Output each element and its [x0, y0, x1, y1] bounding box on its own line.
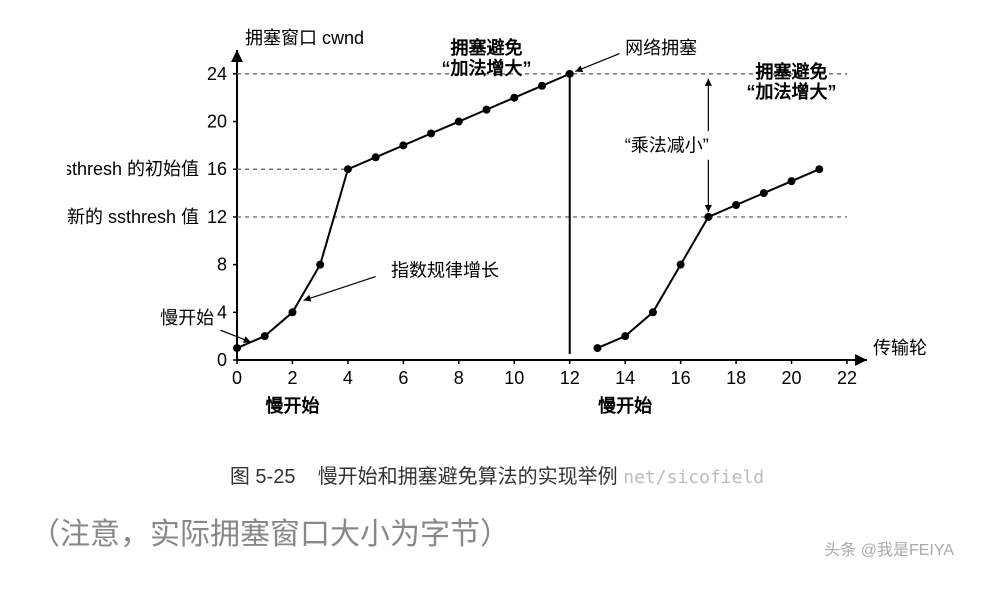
x-tick-label: 6	[398, 368, 408, 388]
x-tick-label: 0	[232, 368, 242, 388]
watermark-text: net/sicofield	[623, 467, 764, 488]
y-axis-label: 拥塞窗口 cwnd	[245, 28, 364, 48]
y-tick-label: 0	[217, 350, 227, 370]
ann-exp-growth: 指数规律增长	[391, 261, 499, 281]
y-tick-label: 20	[207, 112, 227, 132]
data-point	[815, 165, 823, 173]
ann-net-cong: 网络拥塞	[625, 38, 697, 58]
data-point	[704, 213, 712, 221]
data-point	[621, 332, 629, 340]
ann-cong-avoid-1b: “加法增大”	[442, 57, 532, 78]
data-point	[760, 189, 768, 197]
x-tick-label: 18	[726, 368, 746, 388]
chart-svg: 04812新的 ssthresh 值16ssthresh 的初始值2024024…	[67, 20, 927, 440]
data-point	[483, 106, 491, 114]
data-point	[399, 141, 407, 149]
y-tick-label: 8	[217, 255, 227, 275]
x-tick-label: 10	[504, 368, 524, 388]
data-point	[732, 201, 740, 209]
data-point	[316, 261, 324, 269]
y-tick-special-label: ssthresh 的初始值	[67, 159, 199, 179]
x-tick-label: 4	[343, 368, 353, 388]
data-point	[593, 344, 601, 352]
caption-prefix: 图 5-25	[230, 466, 296, 488]
caption-text: 慢开始和拥塞避免算法的实现举例	[318, 466, 618, 488]
ann-slow-start: 慢开始	[160, 308, 214, 328]
y-tick-label: 12	[207, 207, 227, 227]
credit-text: 头条 @我是FEIYA	[824, 536, 954, 560]
data-point	[510, 94, 518, 102]
ann-mult-dec: “乘法减小”	[625, 135, 709, 155]
data-point	[677, 261, 685, 269]
data-point	[261, 332, 269, 340]
ann-cong-avoid-1a: 拥塞避免	[451, 37, 523, 58]
data-point	[427, 129, 435, 137]
x-tick-label: 2	[287, 368, 297, 388]
phase-label: 慢开始	[265, 395, 319, 416]
y-tick-label: 16	[207, 159, 227, 179]
x-tick-label: 20	[782, 368, 802, 388]
x-tick-label: 14	[615, 368, 635, 388]
y-tick-label: 4	[217, 302, 227, 322]
x-tick-label: 8	[454, 368, 464, 388]
data-point	[233, 344, 241, 352]
data-point	[455, 118, 463, 126]
data-point	[566, 70, 574, 78]
data-line	[237, 74, 819, 354]
data-point	[649, 308, 657, 316]
data-point	[288, 308, 296, 316]
x-tick-label: 12	[560, 368, 580, 388]
y-tick-special-label: 新的 ssthresh 值	[67, 207, 199, 227]
chart-container: 04812新的 ssthresh 值16ssthresh 的初始值2024024…	[67, 20, 927, 440]
data-point	[372, 153, 380, 161]
ann-cong-avoid-2b: “加法增大”	[747, 81, 837, 102]
data-point	[788, 177, 796, 185]
ann-cong-avoid-2a: 拥塞避免	[756, 61, 828, 82]
figure-caption: 图 5-25 慢开始和拥塞避免算法的实现举例 net/sicofield	[20, 460, 974, 489]
x-axis-label: 传输轮次	[873, 338, 927, 358]
phase-label: 慢开始	[598, 395, 652, 416]
data-point	[344, 165, 352, 173]
data-point	[538, 82, 546, 90]
x-tick-label: 22	[837, 368, 857, 388]
x-tick-label: 16	[671, 368, 691, 388]
y-tick-label: 24	[207, 64, 227, 84]
